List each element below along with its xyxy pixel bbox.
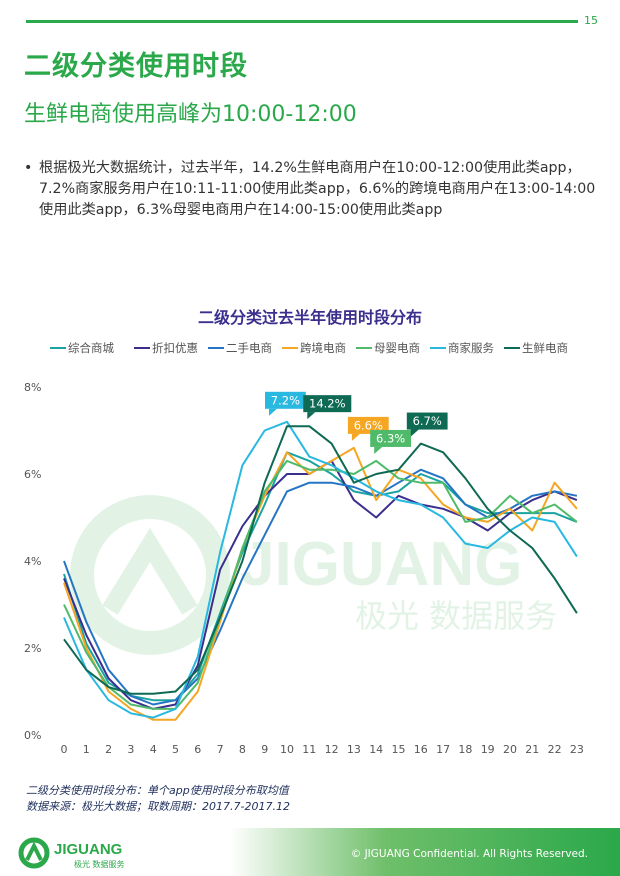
chart-title: 二级分类过去半年使用时段分布 <box>198 308 422 327</box>
legend-label: 母婴电商 <box>374 341 420 355</box>
x-tick-label: 8 <box>239 743 246 756</box>
callout-label: 6.3% <box>376 431 405 445</box>
series-line <box>63 468 578 706</box>
legend-item: 综合商城 <box>50 341 114 355</box>
callout-label: 6.7% <box>413 414 442 428</box>
x-tick-label: 19 <box>481 743 495 756</box>
x-tick-label: 0 <box>61 743 68 756</box>
footer-band <box>230 828 620 876</box>
y-axis: 0% 2% 4% 6% 8% <box>24 381 41 742</box>
legend-label: 跨境电商 <box>300 341 346 355</box>
data-callout: 14.2% <box>303 395 352 420</box>
legend-label: 商家服务 <box>448 341 494 355</box>
callout-label: 14.2% <box>309 397 346 411</box>
callout-label: 7.2% <box>271 393 300 407</box>
callout-box <box>370 429 411 447</box>
watermark-mark <box>102 527 198 615</box>
chart-annotations: 7.2% 14.2% 6.6%6.3% 6.7% <box>265 391 448 454</box>
x-tick-label: 7 <box>217 743 224 756</box>
page-subtitle: 生鲜电商使用高峰为10:00-12:00 <box>24 102 357 127</box>
logo-tagline: 极光 数据服务 <box>74 859 125 869</box>
x-tick-label: 17 <box>436 743 450 756</box>
jiguang-watermark: JIGUANG 极光 数据服务 <box>70 495 557 655</box>
legend-item: 跨境电商 <box>282 341 346 355</box>
legend-item: 商家服务 <box>430 341 494 355</box>
logo-mark-icon <box>25 841 43 861</box>
x-tick-label: 1 <box>83 743 90 756</box>
chart-definition-note: 二级分类使用时段分布：单个app使用时段分布取均值 <box>26 784 289 797</box>
bullet-paragraph: • 根据极光大数据统计，过去半年，14.2%生鲜电商用户在10:00-12:00… <box>24 158 598 221</box>
x-tick-label: 6 <box>194 743 201 756</box>
callout-pointer <box>307 412 316 420</box>
y-tick-label: 2% <box>24 642 41 655</box>
x-tick-label: 12 <box>325 743 339 756</box>
x-axis: 0 1 2 3 4 5 6 7 8 9 10 11 12 13 14 15 16 17 18 19 20 21 22 23 <box>61 743 584 756</box>
legend-item: 折扣优惠 <box>134 341 198 355</box>
watermark-tagline: 极光 数据服务 <box>355 597 557 635</box>
data-callout: 6.3% <box>370 429 411 454</box>
x-tick-label: 20 <box>503 743 517 756</box>
page-footer: JIGUANG 极光 数据服务 © JIGUANG Confidential. … <box>0 828 620 876</box>
x-tick-label: 21 <box>525 743 539 756</box>
watermark-brand: JIGUANG <box>240 530 522 599</box>
bullet-text: 根据极光大数据统计，过去半年，14.2%生鲜电商用户在10:00-12:00使用… <box>39 160 596 218</box>
callout-pointer <box>410 429 419 437</box>
legend-label: 折扣优惠 <box>152 341 198 355</box>
x-tick-label: 5 <box>172 743 179 756</box>
legend-label: 生鲜电商 <box>522 341 568 355</box>
x-tick-label: 22 <box>548 743 562 756</box>
x-tick-label: 14 <box>369 743 383 756</box>
series-line <box>63 425 578 695</box>
legend-label: 综合商城 <box>68 341 114 355</box>
y-tick-label: 6% <box>24 468 41 481</box>
data-callout: 6.6% <box>347 416 389 441</box>
data-callout: 7.2% <box>265 391 306 416</box>
x-tick-label: 4 <box>150 743 157 756</box>
callout-box <box>406 412 448 430</box>
series-line <box>63 446 578 721</box>
x-tick-label: 2 <box>105 743 112 756</box>
chart-series <box>63 420 578 721</box>
callout-pointer <box>351 433 360 441</box>
callout-pointer <box>269 408 277 416</box>
callout-label: 6.6% <box>354 418 383 432</box>
copyright-text: © JIGUANG Confidential. All Rights Reser… <box>350 848 588 860</box>
page-title: 二级分类使用时段 <box>24 51 248 82</box>
data-source-note: 数据来源：极光大数据；取数周期：2017.7-2017.12 <box>26 800 290 813</box>
callout-pointer <box>374 446 383 454</box>
x-tick-label: 18 <box>458 743 472 756</box>
chart-legend: 综合商城 折扣优惠 二手电商 跨境电商 母婴电商 商家服务 生鲜电商 <box>50 341 568 355</box>
x-tick-label: 10 <box>280 743 294 756</box>
data-callout: 6.7% <box>406 412 448 437</box>
x-tick-label: 3 <box>127 743 134 756</box>
y-tick-label: 8% <box>24 381 41 394</box>
series-line <box>63 459 578 710</box>
logo-ring-icon <box>18 837 50 869</box>
page-number: 15 <box>584 14 598 27</box>
x-tick-label: 11 <box>302 743 316 756</box>
callout-box <box>303 395 352 413</box>
x-tick-label: 23 <box>570 743 584 756</box>
jiguang-logo: JIGUANG 极光 数据服务 <box>18 837 125 869</box>
y-tick-label: 0% <box>24 729 41 742</box>
x-tick-label: 9 <box>261 743 268 756</box>
callout-box <box>265 391 306 409</box>
series-line <box>63 420 578 719</box>
bullet-dot: • <box>24 160 33 176</box>
legend-label: 二手电商 <box>226 341 272 355</box>
usage-time-line-chart: JIGUANG 极光 数据服务 二级分类过去半年使用时段分布 综合商城 折扣优惠 二… <box>24 308 584 756</box>
callout-box <box>347 416 389 434</box>
x-tick-label: 15 <box>392 743 406 756</box>
y-tick-label: 4% <box>24 555 41 568</box>
legend-item: 二手电商 <box>208 341 272 355</box>
logo-text: JIGUANG <box>54 841 122 858</box>
watermark-ring <box>70 495 230 655</box>
x-tick-label: 13 <box>347 743 361 756</box>
legend-item: 生鲜电商 <box>504 341 568 355</box>
legend-item: 母婴电商 <box>356 341 420 355</box>
x-tick-label: 16 <box>414 743 428 756</box>
top-rule <box>26 20 578 23</box>
